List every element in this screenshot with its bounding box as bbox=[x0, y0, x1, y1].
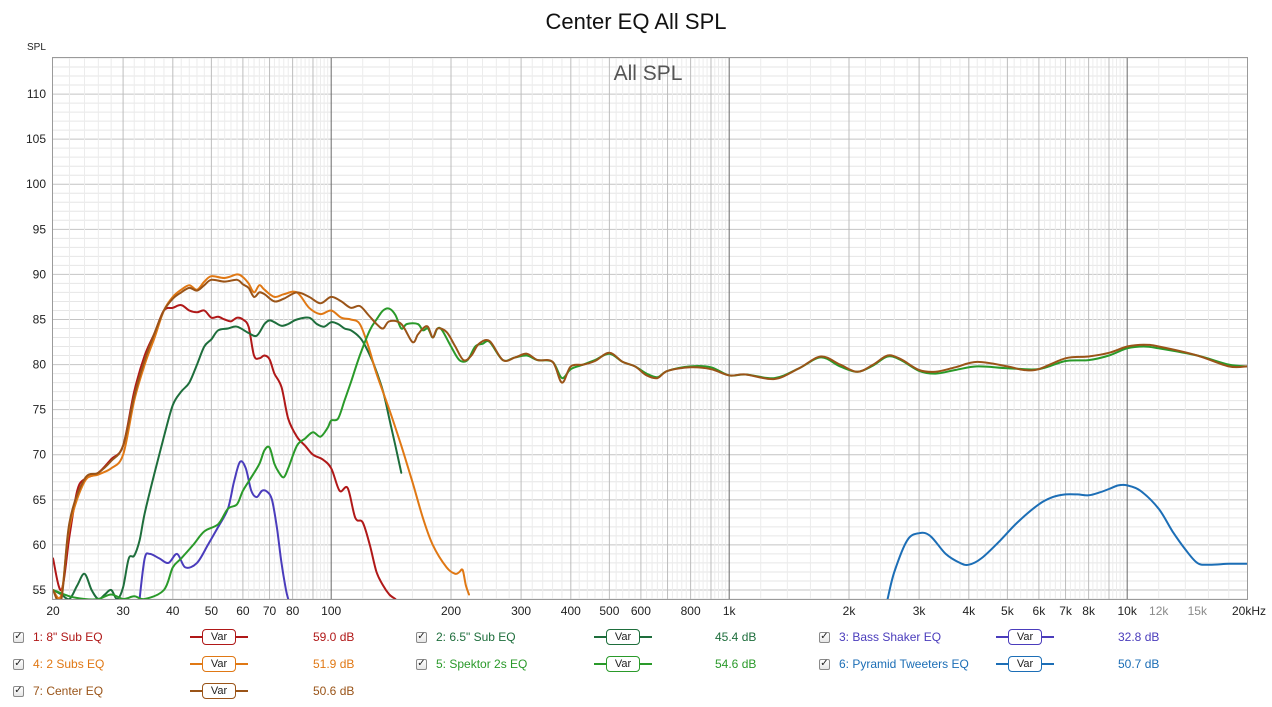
var-label: Var bbox=[1008, 629, 1042, 645]
legend-label: 7: Center EQ bbox=[33, 684, 104, 698]
var-label: Var bbox=[606, 656, 640, 672]
legend-value: 50.6 dB bbox=[313, 684, 355, 698]
x-tick-label: 50 bbox=[205, 604, 219, 618]
x-tick-label: 4k bbox=[962, 604, 976, 618]
x-tick-label: 12k bbox=[1149, 604, 1169, 618]
legend-value: 59.0 dB bbox=[313, 630, 355, 644]
x-tick-label: 600 bbox=[631, 604, 651, 618]
x-tick-label: 20kHz bbox=[1232, 604, 1266, 618]
var-button-pyramid-tweeters[interactable]: Var bbox=[996, 655, 1054, 673]
legend-value: 51.9 dB bbox=[313, 657, 355, 671]
var-label: Var bbox=[1008, 656, 1042, 672]
legend-item-8in-sub[interactable]: ✓ 1: 8" Sub EQ bbox=[13, 627, 103, 647]
chart-title: Center EQ All SPL bbox=[546, 9, 727, 34]
checkbox[interactable]: ✓ bbox=[416, 658, 427, 670]
legend-item-2-subs[interactable]: ✓ 4: 2 Subs EQ bbox=[13, 654, 104, 674]
checkbox[interactable]: ✓ bbox=[13, 685, 24, 697]
y-tick-label: 75 bbox=[33, 403, 47, 417]
x-tick-label: 7k bbox=[1059, 604, 1073, 618]
plot-frame bbox=[52, 57, 1248, 600]
y-tick-label: 55 bbox=[33, 583, 47, 597]
legend-value: 45.4 dB bbox=[715, 630, 757, 644]
legend-label: 2: 6.5" Sub EQ bbox=[436, 630, 516, 644]
y-tick-label: 95 bbox=[33, 222, 47, 236]
y-tick-label: 100 bbox=[26, 177, 46, 191]
x-tick-label: 400 bbox=[561, 604, 581, 618]
x-tick-label: 800 bbox=[681, 604, 701, 618]
checkbox[interactable]: ✓ bbox=[819, 631, 830, 643]
legend-item-6in-sub[interactable]: ✓ 2: 6.5" Sub EQ bbox=[416, 627, 516, 647]
var-button-8in-sub[interactable]: Var bbox=[190, 628, 248, 646]
series-lines bbox=[53, 273, 1247, 599]
var-button-2-subs[interactable]: Var bbox=[190, 655, 248, 673]
y-tick-label: 80 bbox=[33, 358, 47, 372]
y-tick-label: 105 bbox=[26, 132, 46, 146]
x-tick-label: 500 bbox=[599, 604, 619, 618]
x-tick-label: 6k bbox=[1033, 604, 1047, 618]
x-tick-label: 15k bbox=[1188, 604, 1208, 618]
y-axis-label: SPL bbox=[27, 42, 46, 53]
x-tick-label: 5k bbox=[1001, 604, 1015, 618]
x-tick-label: 200 bbox=[441, 604, 461, 618]
x-tick-label: 70 bbox=[263, 604, 277, 618]
y-tick-label: 60 bbox=[33, 538, 47, 552]
legend-item-center[interactable]: ✓ 7: Center EQ bbox=[13, 681, 103, 701]
legend: ✓ 1: 8" Sub EQ Var 59.0 dB ✓ 2: 6.5" Sub… bbox=[0, 622, 1272, 707]
x-tick-label: 1k bbox=[723, 604, 737, 618]
series-6-pyramid-tweeters-eq-line bbox=[886, 483, 1247, 599]
var-button-bass-shaker[interactable]: Var bbox=[996, 628, 1054, 646]
checkbox[interactable]: ✓ bbox=[13, 658, 24, 670]
legend-label: 3: Bass Shaker EQ bbox=[839, 630, 942, 644]
legend-label: 6: Pyramid Tweeters EQ bbox=[839, 657, 969, 671]
legend-label: 5: Spektor 2s EQ bbox=[436, 657, 528, 671]
x-tick-label: 80 bbox=[286, 604, 300, 618]
axis-ticks: 55 60 65 70 75 80 85 90 95 100 105 110 20 30 40 50 60 70 8… bbox=[26, 87, 1266, 618]
legend-value: 50.7 dB bbox=[1118, 657, 1160, 671]
grid bbox=[53, 57, 1247, 600]
x-tick-label: 3k bbox=[913, 604, 927, 618]
y-tick-label: 85 bbox=[33, 312, 47, 326]
y-tick-label: 110 bbox=[27, 87, 46, 101]
x-tick-label: 30 bbox=[116, 604, 130, 618]
var-button-center[interactable]: Var bbox=[190, 682, 248, 700]
y-tick-label: 70 bbox=[33, 448, 47, 462]
inner-title: All SPL bbox=[614, 62, 683, 85]
x-tick-label: 60 bbox=[236, 604, 250, 618]
var-button-6in-sub[interactable]: Var bbox=[594, 628, 652, 646]
series-3-bass-shaker-eq-line bbox=[138, 460, 290, 599]
var-button-spektor[interactable]: Var bbox=[594, 655, 652, 673]
legend-item-bass-shaker[interactable]: ✓ 3: Bass Shaker EQ bbox=[819, 627, 941, 647]
x-tick-label: 300 bbox=[511, 604, 531, 618]
y-tick-label: 90 bbox=[33, 267, 47, 281]
y-tick-label: 65 bbox=[33, 493, 47, 507]
var-label: Var bbox=[202, 629, 236, 645]
spl-chart: Center EQ All SPL SPL All SPL 55 60 65 70 75… bbox=[26, 9, 1266, 618]
series-7-center-eq-line bbox=[53, 278, 1247, 599]
legend-item-spektor[interactable]: ✓ 5: Spektor 2s EQ bbox=[416, 654, 527, 674]
checkbox[interactable]: ✓ bbox=[416, 631, 427, 643]
checkbox[interactable]: ✓ bbox=[819, 658, 830, 670]
legend-value: 32.8 dB bbox=[1118, 630, 1160, 644]
x-tick-label: 8k bbox=[1082, 604, 1096, 618]
legend-label: 4: 2 Subs EQ bbox=[33, 657, 105, 671]
x-tick-label: 100 bbox=[321, 604, 341, 618]
legend-value: 54.6 dB bbox=[715, 657, 757, 671]
checkbox[interactable]: ✓ bbox=[13, 631, 24, 643]
legend-label: 1: 8" Sub EQ bbox=[33, 630, 103, 644]
x-tick-label: 10k bbox=[1118, 604, 1138, 618]
var-label: Var bbox=[202, 683, 236, 699]
x-tick-label: 2k bbox=[843, 604, 857, 618]
var-label: Var bbox=[606, 629, 640, 645]
series-2-6-5-sub-eq-line bbox=[53, 316, 403, 599]
series-4-2-subs-eq-line bbox=[53, 273, 470, 599]
x-tick-label: 20 bbox=[46, 604, 60, 618]
x-tick-label: 40 bbox=[166, 604, 180, 618]
legend-item-pyramid-tweeters[interactable]: ✓ 6: Pyramid Tweeters EQ bbox=[819, 654, 969, 674]
var-label: Var bbox=[202, 656, 236, 672]
